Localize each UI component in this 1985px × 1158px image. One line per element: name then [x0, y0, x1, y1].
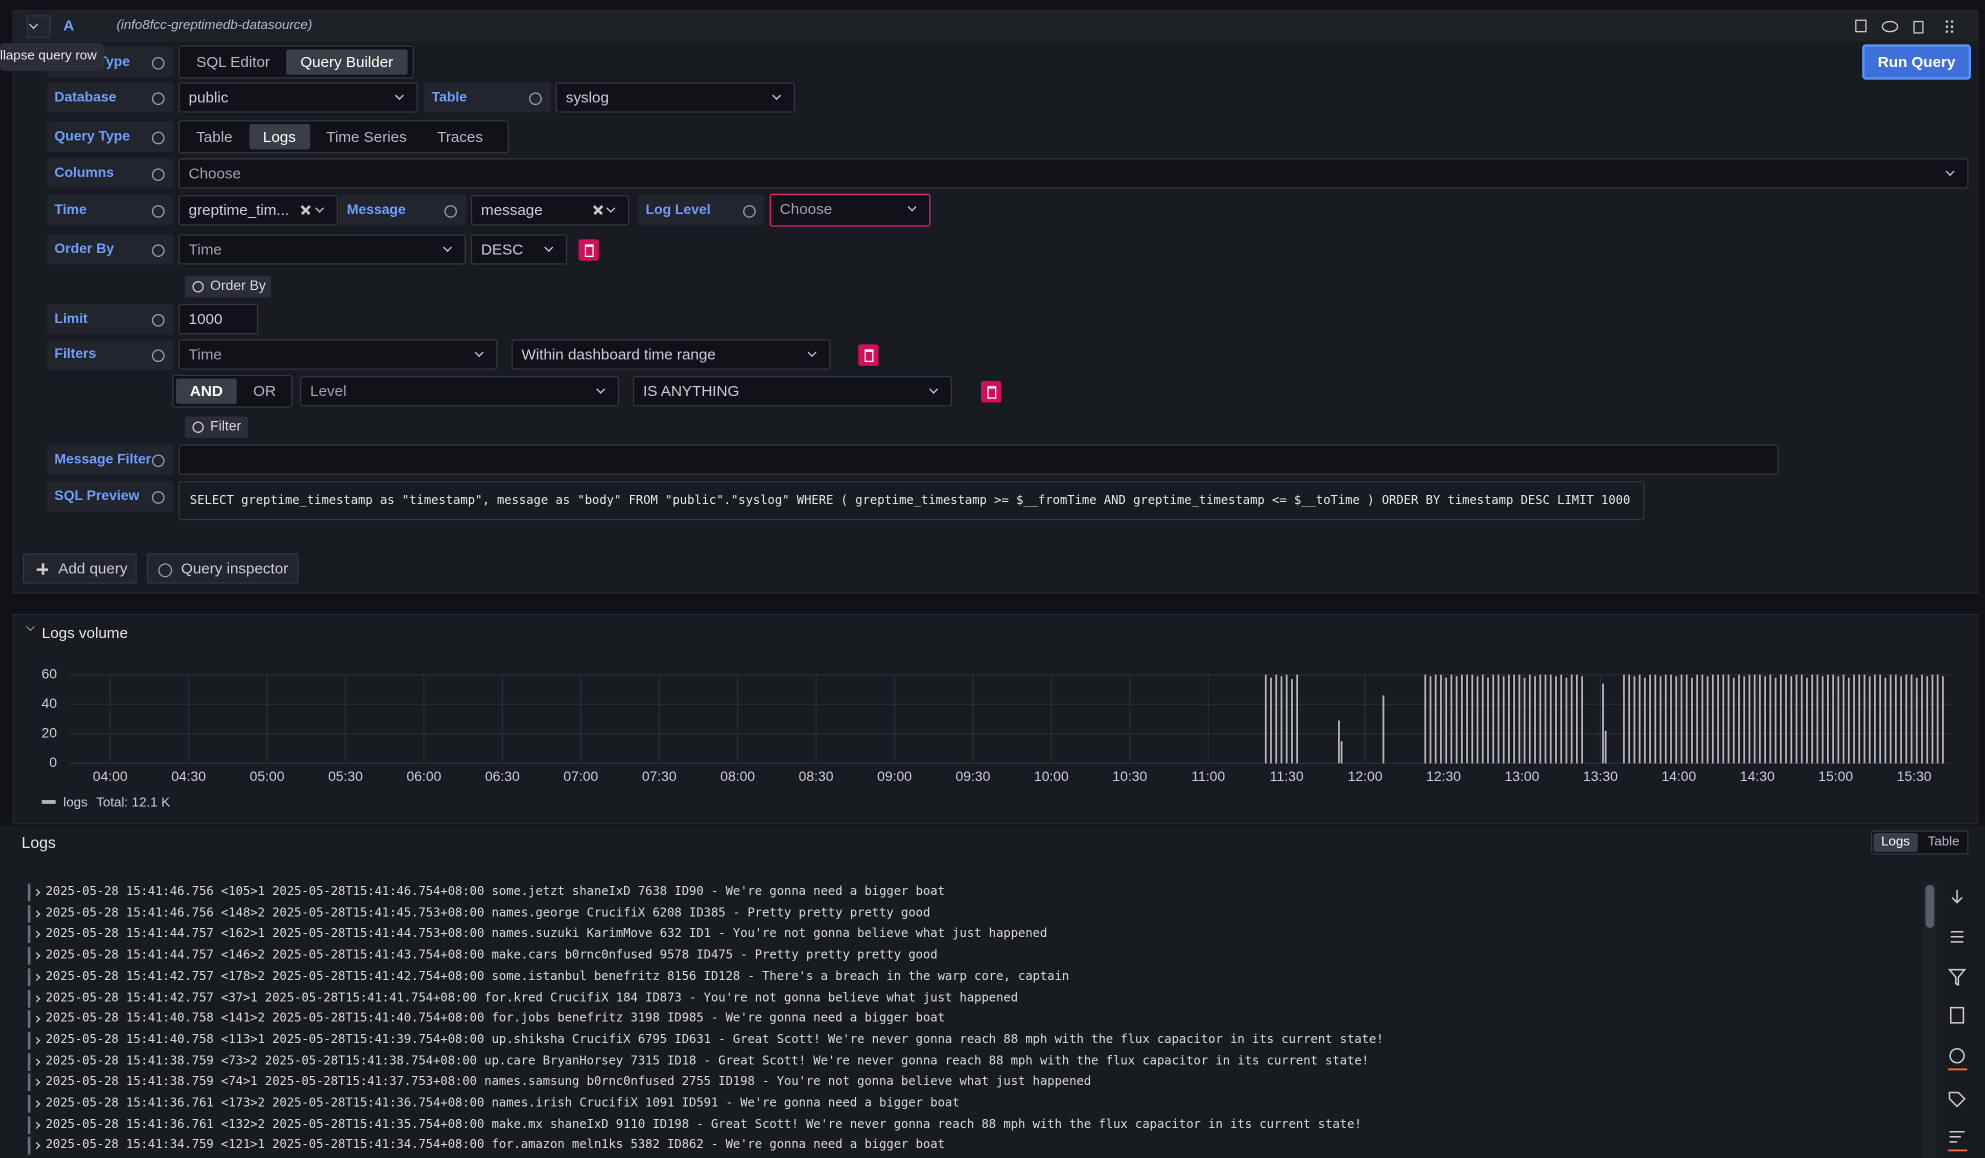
run-query-button[interactable]: Run Query: [1862, 44, 1972, 80]
add-query-button[interactable]: Add query: [22, 553, 137, 584]
filter-operator-select[interactable]: Within dashboard time range: [511, 339, 831, 370]
active-indicator: [1948, 1149, 1968, 1152]
log-text: 2025-05-28 15:41:44.757 <162>1 2025-05-2…: [45, 927, 1048, 942]
tooltip: llapse query row: [0, 43, 104, 71]
delete-icon[interactable]: [1913, 20, 1924, 34]
log-text: 2025-05-28 15:41:46.756 <148>2 2025-05-2…: [45, 905, 931, 920]
log-level-select[interactable]: Choose: [769, 193, 931, 227]
clear-icon[interactable]: [300, 204, 311, 215]
field-label: Table: [424, 82, 551, 113]
duplicate-icon[interactable]: [1855, 19, 1867, 33]
dedup-icon[interactable]: [1947, 968, 1967, 987]
order-direction-select[interactable]: DESC: [470, 234, 568, 265]
panel-title: Logs: [21, 834, 56, 852]
time-icon[interactable]: [1949, 1048, 1965, 1064]
add-filter-button[interactable]: Filter: [184, 416, 249, 439]
scrollbar-track: [1922, 882, 1937, 1158]
log-text: 2025-05-28 15:41:44.757 <146>2 2025-05-2…: [45, 948, 938, 963]
logs-volume-panel: [12, 613, 1979, 825]
field-label: Time: [46, 194, 174, 226]
hide-icon[interactable]: [1881, 20, 1899, 33]
limit-input[interactable]: 1000: [178, 303, 259, 335]
field-label: Message Filter: [46, 444, 174, 475]
log-text: 2025-05-28 15:41:36.761 <173>2 2025-05-2…: [45, 1096, 960, 1111]
header-icons: [1855, 19, 1954, 34]
clear-icon[interactable]: [592, 204, 603, 215]
log-text: 2025-05-28 15:41:40.758 <141>2 2025-05-2…: [45, 1011, 945, 1026]
filter-column-select[interactable]: Time: [178, 339, 498, 370]
log-text: 2025-05-28 15:41:40.758 <113>1 2025-05-2…: [45, 1032, 1384, 1047]
log-text: 2025-05-28 15:41:34.759 <121>1 2025-05-2…: [45, 1138, 945, 1153]
panel-title: Logs volume: [41, 624, 128, 642]
logs-panel: [0, 825, 1985, 1158]
database-select[interactable]: public: [178, 82, 418, 113]
log-text: 2025-05-28 15:41:46.756 <105>1 2025-05-2…: [45, 884, 945, 899]
label-icon[interactable]: [1948, 1091, 1966, 1108]
field-label: Columns: [46, 158, 174, 189]
editor-mode-group: SQL Editor Query Builder: [178, 45, 414, 79]
columns-select[interactable]: Choose: [178, 158, 1969, 189]
query-type-option[interactable]: Table: [196, 127, 233, 146]
query-type-option[interactable]: Time Series: [326, 127, 407, 146]
view-toggle: Logs Table: [1871, 830, 1969, 855]
view-option[interactable]: Logs: [1873, 832, 1918, 852]
log-text: 2025-05-28 15:41:38.759 <73>2 2025-05-28…: [45, 1053, 1370, 1068]
collapse-button[interactable]: [26, 15, 51, 38]
filter-column-select[interactable]: Level: [300, 375, 620, 407]
delete-button[interactable]: [578, 239, 599, 261]
field-label: Limit: [46, 303, 174, 335]
scrollbar-thumb[interactable]: [1925, 884, 1935, 928]
drag-icon[interactable]: [1945, 20, 1954, 33]
add-order-button[interactable]: Order By: [184, 275, 271, 298]
log-text: 2025-05-28 15:41:42.757 <37>1 2025-05-28…: [45, 990, 1019, 1005]
query-type-option[interactable]: Traces: [437, 127, 483, 146]
field-label: Order By: [46, 234, 174, 265]
query-header: [13, 11, 1978, 42]
plus-icon: [41, 563, 44, 575]
field-label: SQL Preview: [46, 481, 174, 512]
query-ref: A: [63, 16, 75, 35]
format-icon[interactable]: [1949, 1006, 1965, 1024]
field-label: Log Level: [638, 194, 765, 226]
message-filter-input[interactable]: [178, 444, 1779, 475]
log-lines: 2025-05-28 15:41:46.756 <105>1 2025-05-2…: [0, 882, 1918, 1158]
filter-operator-select[interactable]: IS ANYTHING: [632, 375, 952, 407]
query-type-group: Table Logs Time Series Traces: [178, 120, 509, 154]
field-label: Query Type: [46, 121, 174, 152]
table-select[interactable]: syslog: [555, 82, 795, 113]
log-text: 2025-05-28 15:41:42.757 <178>2 2025-05-2…: [45, 969, 1070, 984]
query-inspector-button[interactable]: Query inspector: [146, 553, 299, 584]
delete-button[interactable]: [858, 344, 879, 366]
logic-option[interactable]: AND: [175, 378, 237, 404]
legend-total: Total: 12.1 K: [96, 794, 171, 811]
wrap-icon[interactable]: [1950, 930, 1964, 943]
log-text: 2025-05-28 15:41:36.761 <132>2 2025-05-2…: [45, 1117, 1362, 1132]
query-type-option[interactable]: Logs: [248, 124, 310, 150]
sql-preview: SELECT greptime_timestamp as "timestamp"…: [178, 481, 1645, 521]
log-text: 2025-05-28 15:41:38.759 <74>1 2025-05-28…: [45, 1075, 1092, 1090]
delete-button[interactable]: [981, 381, 1002, 403]
mode-option[interactable]: Query Builder: [286, 49, 408, 75]
logic-group: AND OR: [172, 374, 293, 408]
mode-option[interactable]: SQL Editor: [196, 53, 270, 71]
message-select[interactable]: message: [470, 194, 630, 226]
log-sidebar: [1947, 889, 1968, 1152]
field-label: Database: [46, 82, 174, 113]
scroll-bottom-icon[interactable]: [1951, 889, 1963, 904]
legend-swatch: [41, 800, 56, 804]
time-select[interactable]: greptime_tim...: [178, 194, 338, 226]
legend-name: logs: [63, 794, 88, 811]
order-icon[interactable]: [1949, 1130, 1965, 1143]
active-indicator: [1948, 1068, 1968, 1071]
logic-option[interactable]: OR: [253, 382, 276, 401]
order-column-select[interactable]: Time: [178, 234, 466, 265]
field-label: Message: [339, 194, 466, 226]
view-option[interactable]: Table: [1927, 834, 1960, 850]
datasource-name: (info8fcc-greptimedb-datasource): [116, 17, 313, 33]
field-label: Filters: [46, 339, 174, 370]
